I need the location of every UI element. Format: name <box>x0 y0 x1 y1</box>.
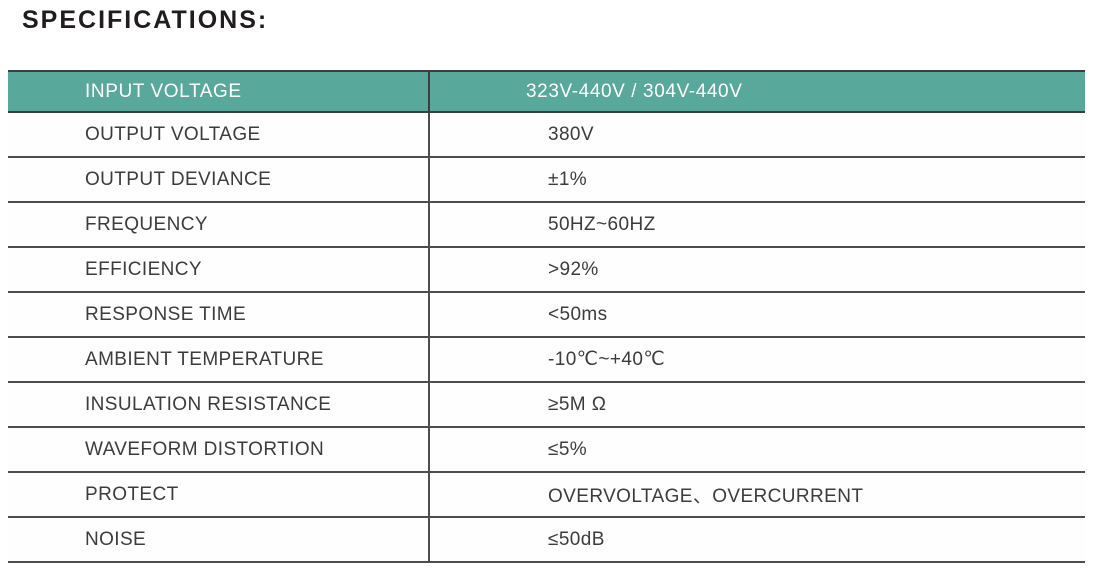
spec-value: ≤50dB <box>548 528 605 550</box>
table-row: RESPONSE TIME <50ms <box>8 293 1085 338</box>
table-header-row: INPUT VOLTAGE 323V-440V / 304V-440V <box>8 70 1085 113</box>
table-row: WAVEFORM DISTORTION ≤5% <box>8 428 1085 473</box>
spec-label: PROTECT <box>85 483 179 505</box>
spec-label: OUTPUT VOLTAGE <box>85 123 261 145</box>
header-label: INPUT VOLTAGE <box>85 80 242 102</box>
spec-label: EFFICIENCY <box>85 258 202 280</box>
specifications-table: INPUT VOLTAGE 323V-440V / 304V-440V OUTP… <box>8 70 1085 563</box>
spec-value: ≤5% <box>548 438 588 460</box>
table-row: OUTPUT DEVIANCE ±1% <box>8 158 1085 203</box>
spec-label: OUTPUT DEVIANCE <box>85 168 272 190</box>
spec-value: ±1% <box>548 168 588 190</box>
spec-value: <50ms <box>548 303 608 325</box>
spec-value: ≥5M Ω <box>548 393 607 415</box>
table-row: NOISE ≤50dB <box>8 518 1085 563</box>
spec-value: -10℃~+40℃ <box>548 349 666 370</box>
spec-label: AMBIENT TEMPERATURE <box>85 348 324 370</box>
spec-label: INSULATION RESISTANCE <box>85 393 332 415</box>
table-row: EFFICIENCY >92% <box>8 248 1085 293</box>
table-row: FREQUENCY 50HZ~60HZ <box>8 203 1085 248</box>
spec-value: OVERVOLTAGE、OVERCURRENT <box>548 486 864 507</box>
spec-value: 380V <box>548 123 594 145</box>
spec-label: WAVEFORM DISTORTION <box>85 438 325 460</box>
spec-label: RESPONSE TIME <box>85 303 247 325</box>
spec-label: FREQUENCY <box>85 213 208 235</box>
table-row: AMBIENT TEMPERATURE -10℃~+40℃ <box>8 338 1085 383</box>
table-row: OUTPUT VOLTAGE 380V <box>8 113 1085 158</box>
spec-value: 50HZ~60HZ <box>548 213 656 235</box>
header-value: 323V-440V / 304V-440V <box>526 80 743 102</box>
table-row: INSULATION RESISTANCE ≥5M Ω <box>8 383 1085 428</box>
spec-label: NOISE <box>85 528 147 550</box>
page-title: SPECIFICATIONS: <box>22 6 269 34</box>
header-value-cell: 323V-440V / 304V-440V <box>430 72 1085 111</box>
table-row: PROTECT OVERVOLTAGE、OVERCURRENT <box>8 473 1085 518</box>
header-label-cell: INPUT VOLTAGE <box>8 72 430 111</box>
spec-value: >92% <box>548 258 599 280</box>
